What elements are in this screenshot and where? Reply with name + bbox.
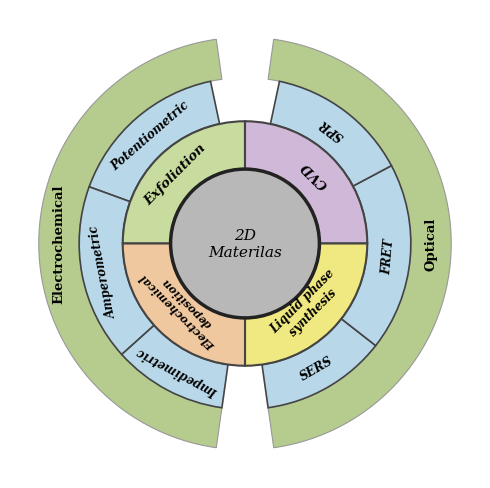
Wedge shape — [122, 325, 228, 408]
Wedge shape — [245, 244, 367, 366]
Wedge shape — [268, 40, 451, 448]
Text: Liquid phase
synthesis: Liquid phase synthesis — [268, 266, 347, 346]
Circle shape — [171, 170, 319, 318]
Wedge shape — [270, 82, 392, 187]
Text: Optical: Optical — [424, 217, 438, 271]
Wedge shape — [123, 244, 245, 366]
Text: Potentiometric: Potentiometric — [109, 98, 192, 173]
Text: CVD: CVD — [298, 159, 331, 191]
Text: Amperometric: Amperometric — [88, 224, 119, 319]
Wedge shape — [39, 40, 222, 448]
Wedge shape — [342, 166, 411, 346]
Text: Electrochemical
deposition: Electrochemical deposition — [138, 263, 227, 350]
Wedge shape — [123, 122, 245, 244]
Wedge shape — [245, 122, 367, 244]
Wedge shape — [79, 79, 411, 409]
Text: Exfoliation: Exfoliation — [142, 142, 209, 208]
Text: FRET: FRET — [380, 238, 396, 275]
Wedge shape — [79, 187, 154, 355]
Wedge shape — [89, 82, 220, 202]
Text: Impedimetric: Impedimetric — [135, 344, 220, 398]
Text: SPR: SPR — [317, 116, 346, 142]
Text: Electrochemical: Electrochemical — [52, 184, 66, 304]
Text: 2D
Materilas: 2D Materilas — [208, 229, 282, 259]
Text: SERS: SERS — [298, 354, 336, 383]
Wedge shape — [262, 319, 376, 408]
